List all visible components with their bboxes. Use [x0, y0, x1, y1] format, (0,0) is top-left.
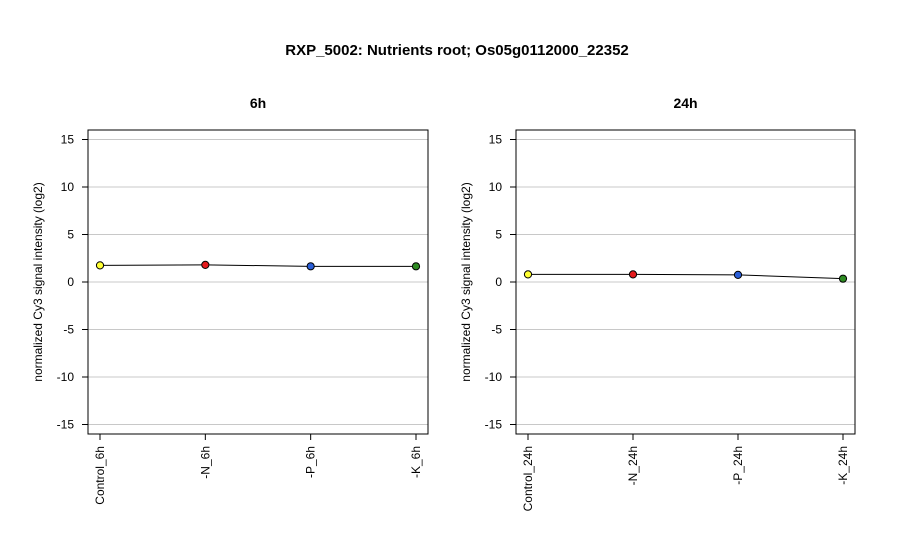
- chart-panel-24h: -15 -10 -5 0 5 10 15 Control_24h -N_24h -P_24h -K_…: [459, 95, 856, 511]
- data-point-Control_24h: [523, 270, 533, 279]
- y-tick-label: -5: [491, 323, 502, 337]
- figure-title: RXP_5002: Nutrients root; Os05g0112000_2…: [285, 42, 629, 59]
- series-line: [99, 264, 416, 267]
- x-tick-label: Control_6h: [93, 446, 107, 505]
- y-tick-label: 15: [489, 133, 503, 147]
- y-axis-label: normalized Cy3 signal intensity (log2): [459, 182, 473, 381]
- y-tick-label: 15: [61, 133, 75, 147]
- x-tick-label: -P_24h: [731, 446, 745, 485]
- y-tick-label: -10: [485, 370, 503, 384]
- data-point-Control_6h: [95, 261, 105, 270]
- x-tick-label: -N_6h: [198, 446, 212, 479]
- y-tick-label: 10: [61, 180, 75, 194]
- data-point--K_6h: [411, 262, 421, 271]
- y-tick-label: 5: [67, 228, 74, 242]
- panel-title: 24h: [673, 95, 697, 111]
- panel-title: 6h: [250, 95, 266, 111]
- y-tick-label: 5: [495, 228, 502, 242]
- x-tick-label: -P_6h: [304, 446, 318, 478]
- chart-panel-6h: -15 -10 -5 0 5 10 15 Control_6h -N_6h -P_6h -K_6h 6…: [31, 95, 429, 505]
- y-axis-label: normalized Cy3 signal intensity (log2): [31, 182, 45, 381]
- x-tick-label: -K_6h: [409, 446, 423, 478]
- y-tick-label: 0: [495, 275, 502, 289]
- y-tick-label: 10: [489, 180, 503, 194]
- data-point--K_24h: [838, 274, 848, 283]
- x-tick-label: -N_24h: [626, 446, 640, 485]
- data-point--P_6h: [306, 262, 315, 271]
- y-tick-label: -15: [57, 418, 75, 432]
- data-point--P_24h: [733, 270, 743, 279]
- x-tick-label: Control_24h: [521, 446, 535, 511]
- data-point--N_24h: [628, 270, 638, 279]
- chart-panels: -15 -10 -5 0 5 10 15 Control_6h -N_6h -P_6h -K_6h 6…: [31, 95, 856, 511]
- data-point--N_6h: [201, 260, 210, 269]
- x-tick-label: -K_24h: [836, 446, 850, 485]
- y-tick-label: 0: [67, 275, 74, 289]
- y-tick-label: -10: [57, 370, 75, 384]
- series-line: [528, 273, 844, 280]
- y-tick-label: -5: [63, 323, 74, 337]
- y-tick-label: -15: [485, 418, 503, 432]
